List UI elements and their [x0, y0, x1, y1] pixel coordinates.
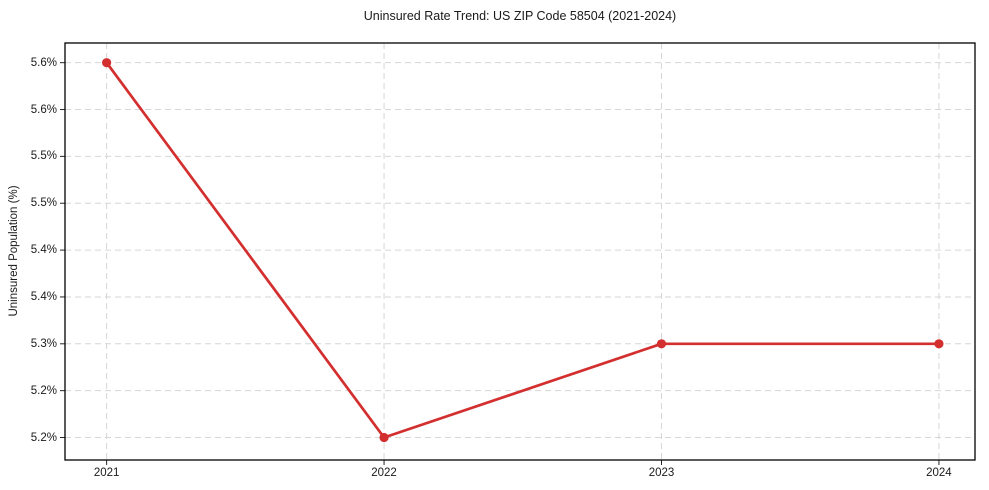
y-tick-label: 5.4% — [30, 244, 57, 257]
y-tick-label: 5.3% — [30, 337, 57, 350]
x-tick-label: 2021 — [93, 467, 120, 479]
chart-title: Uninsured Rate Trend: US ZIP Code 58504 … — [363, 9, 677, 23]
y-tick-label: 5.5% — [30, 197, 57, 210]
data-point-marker-2023 — [656, 339, 667, 349]
y-tick-label: 5.4% — [30, 290, 57, 303]
data-point-marker-2022 — [379, 432, 389, 443]
data-point-marker-2024 — [934, 339, 944, 349]
x-tick-label: 2024 — [926, 467, 952, 479]
x-tick-label: 2022 — [371, 467, 397, 479]
x-tick-label: 2023 — [648, 467, 675, 479]
y-tick-label: 5.5% — [30, 150, 57, 163]
trend-line — [105, 61, 941, 439]
y-tick-label: 5.6% — [30, 56, 57, 69]
data-point-marker-2021 — [102, 58, 112, 68]
y-tick-label: 5.2% — [30, 431, 57, 444]
y-tick-label: 5.6% — [30, 103, 57, 116]
y-tick-label: 5.2% — [30, 384, 57, 397]
plot-area — [60, 42, 976, 465]
axes-border — [64, 42, 976, 461]
